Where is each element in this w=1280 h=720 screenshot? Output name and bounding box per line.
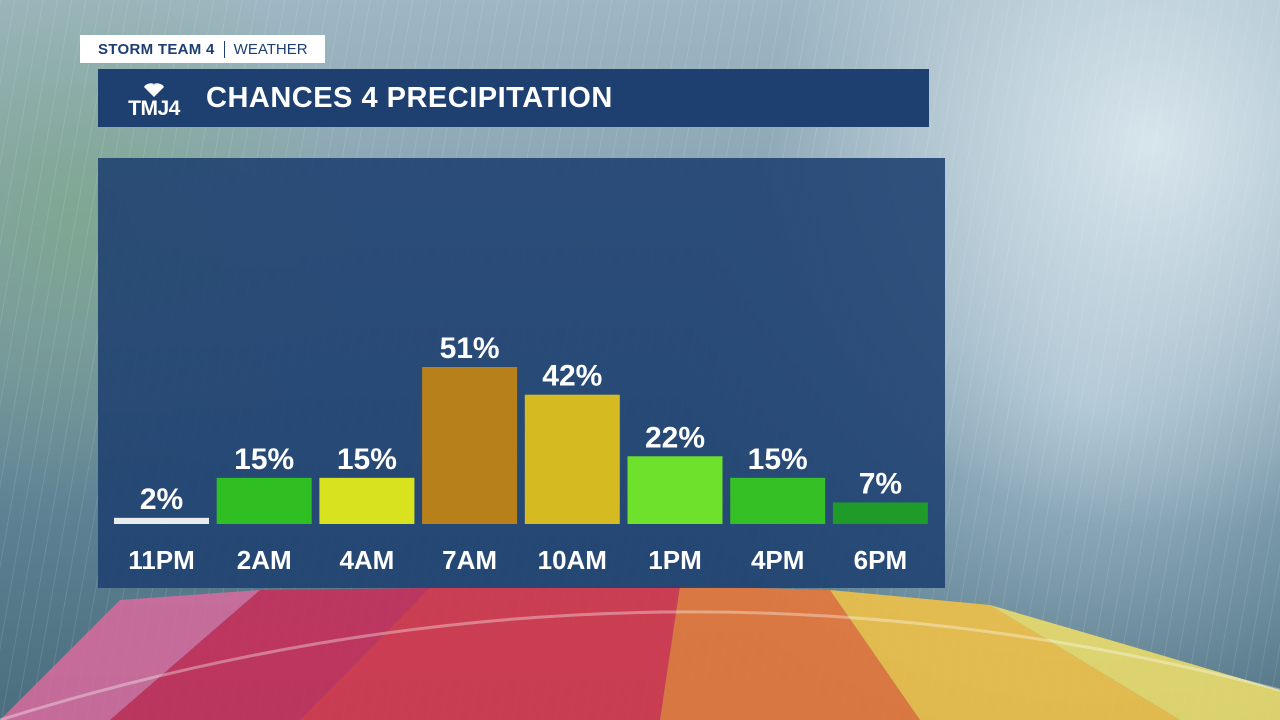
bar-6pm xyxy=(832,502,928,524)
data-label-4am: 15% xyxy=(337,443,397,476)
umbrella-graphic xyxy=(0,586,1280,720)
bar-11pm xyxy=(114,517,209,524)
data-label-6pm: 7% xyxy=(859,467,902,500)
logo-text: TMJ4 xyxy=(128,97,180,120)
x-tick-4pm: 4PM xyxy=(751,545,804,575)
x-tick-2am: 2AM xyxy=(237,545,292,575)
page-title: CHANCES 4 PRECIPITATION xyxy=(206,81,613,114)
data-label-7am: 51% xyxy=(440,332,500,365)
bar-1pm xyxy=(627,456,723,524)
data-label-2am: 15% xyxy=(234,443,294,476)
precipitation-chart: 2% 11PM 15% 2AM 15% 4AM 51% 7AM 42% 10AM 22% 1PM 15%… xyxy=(114,332,928,575)
tag-divider xyxy=(223,40,225,58)
station-logo: TMJ4 xyxy=(120,75,188,121)
data-label-11pm: 2% xyxy=(140,483,183,516)
data-label-4pm: 15% xyxy=(748,443,808,476)
bar-4pm xyxy=(730,477,826,524)
bar-4am xyxy=(319,477,415,524)
x-tick-6pm: 6PM xyxy=(854,545,907,575)
data-label-1pm: 22% xyxy=(645,421,705,454)
x-tick-4am: 4AM xyxy=(339,545,394,575)
bar-7am xyxy=(422,367,518,524)
bar-10am xyxy=(524,394,620,524)
x-tick-10am: 10AM xyxy=(538,545,607,575)
x-tick-1pm: 1PM xyxy=(648,545,701,575)
title-bar: TMJ4 CHANCES 4 PRECIPITATION xyxy=(98,69,929,127)
peacock-icon xyxy=(144,83,164,97)
x-tick-11pm: 11PM xyxy=(128,545,195,575)
bar-2am xyxy=(216,477,312,524)
x-tick-7am: 7AM xyxy=(442,545,497,575)
lower-third-tag: STORM TEAM 4 WEATHER xyxy=(80,35,325,63)
section-name: WEATHER xyxy=(233,40,308,58)
data-label-10am: 42% xyxy=(542,360,602,393)
station-name: STORM TEAM 4 xyxy=(98,40,215,58)
chart-panel: 2% 11PM 15% 2AM 15% 4AM 51% 7AM 42% 10AM 22% 1PM 15%… xyxy=(98,158,945,588)
